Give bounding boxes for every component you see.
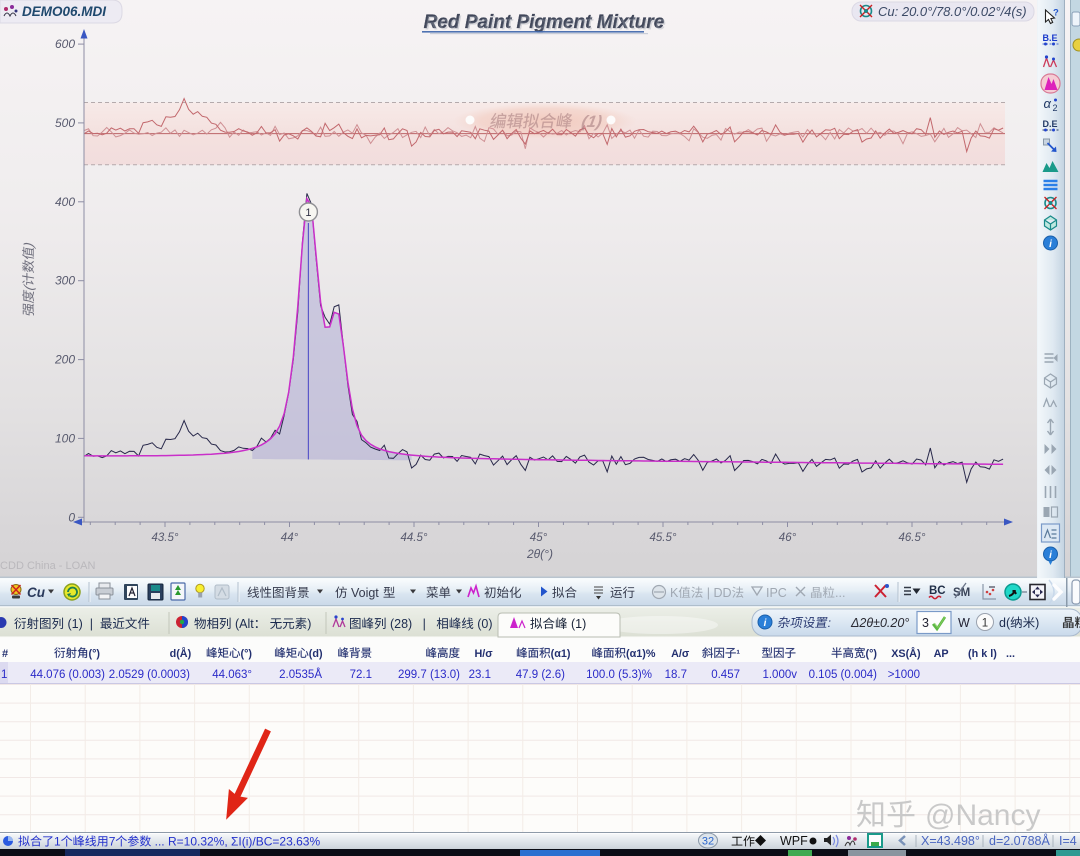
svg-text:H/σ: H/σ (475, 648, 494, 660)
svg-text:45.5°: 45.5° (650, 532, 677, 544)
svg-text:(0): (0) (474, 617, 493, 631)
svg-text:Cu: Cu (27, 585, 46, 600)
svg-text:d(Å): d(Å) (170, 647, 192, 660)
svg-text:46.5°: 46.5° (899, 532, 926, 544)
svg-text:): ) (307, 617, 311, 631)
svg-text:299.7 (13.0): 299.7 (13.0) (398, 669, 460, 681)
svg-text:XS(Å): XS(Å) (891, 647, 921, 660)
svg-text:(1) |: (1) | (64, 617, 100, 631)
svg-text:(Alt: (Alt (232, 617, 255, 631)
svg-text:Cu: 20.0°/78.0°/0.02°/4(s): Cu: 20.0°/78.0°/0.02°/4(s) (878, 4, 1027, 19)
svg-text:500: 500 (55, 116, 75, 130)
svg-text:(°): (°) (866, 648, 878, 660)
svg-text:A/σ: A/σ (671, 648, 690, 660)
svg-text:i: i (1049, 550, 1052, 561)
svg-text:¹: ¹ (736, 648, 740, 660)
svg-text:7: 7 (109, 835, 116, 849)
svg-text:Red Paint Pigment Mixture: Red Paint Pigment Mixture (425, 14, 666, 35)
svg-text:72.1: 72.1 (350, 669, 372, 681)
svg-text:2: 2 (1053, 103, 1058, 113)
svg-text:(α1)%: (α1)% (626, 648, 656, 660)
svg-text:D.E: D.E (1043, 119, 1058, 129)
svg-text:(d): (d) (309, 648, 323, 660)
svg-text:d(: d( (999, 616, 1011, 630)
svg-text:?: ? (1053, 8, 1059, 19)
svg-text:IPC: IPC (766, 586, 787, 600)
svg-text:AP: AP (934, 648, 949, 660)
svg-text:α: α (1044, 96, 1052, 111)
svg-text:1: 1 (54, 835, 61, 849)
svg-text:B.E: B.E (1043, 33, 1058, 43)
svg-text:0.457: 0.457 (711, 669, 740, 681)
svg-text:BC: BC (929, 585, 946, 597)
svg-text:(28) |: (28) | (387, 617, 437, 631)
svg-text:(1): (1) (571, 112, 604, 131)
svg-text:DEMO06.MDI: DEMO06.MDI (22, 4, 106, 19)
svg-text:2θ(°): 2θ(°) (526, 547, 553, 561)
svg-text:| DD: | DD (703, 586, 731, 600)
svg-text:i: i (1049, 239, 1052, 250)
svg-text:1: 1 (305, 207, 311, 219)
svg-text:0.105 (0.004): 0.105 (0.004) (809, 669, 878, 681)
svg-text:44.5°: 44.5° (401, 532, 428, 544)
svg-text:0: 0 (68, 510, 75, 524)
svg-text:(α1): (α1) (551, 648, 571, 660)
svg-text:100: 100 (55, 431, 75, 445)
svg-text:3: 3 (922, 616, 929, 630)
svg-text:47.9 (2.6): 47.9 (2.6) (516, 669, 565, 681)
svg-text:d=2.0788Å: d=2.0788Å (989, 833, 1050, 848)
svg-text:X=43.498°: X=43.498° (921, 834, 980, 848)
svg-text:200: 200 (54, 353, 75, 367)
svg-text:...: ... (1006, 648, 1015, 660)
svg-text:(°): (°) (241, 648, 253, 660)
svg-text:Red Paint Pigment Mixture: Red Paint Pigment Mixture (424, 12, 665, 33)
svg-text::: : (826, 616, 832, 630)
svg-text:45°: 45° (530, 532, 548, 544)
svg-text:W: W (958, 616, 970, 630)
svg-text:2.0529 (0.0003): 2.0529 (0.0003) (109, 669, 190, 681)
svg-text:(: ( (21, 283, 36, 292)
svg-text:46°: 46° (779, 532, 797, 544)
svg-text:#: # (2, 648, 8, 660)
svg-text:Δ2θ±0.20°: Δ2θ±0.20° (850, 616, 909, 630)
svg-text:WPF: WPF (780, 834, 808, 848)
svg-text:44°: 44° (281, 532, 299, 544)
svg-text:600: 600 (55, 37, 75, 51)
svg-text:44.063°: 44.063° (212, 669, 252, 681)
svg-text:SM: SM (953, 587, 970, 599)
svg-text:(°): (°) (89, 648, 101, 660)
svg-text:...: ... (835, 586, 845, 600)
svg-text:44.076 (0.003): 44.076 (0.003) (30, 669, 105, 681)
svg-text:K: K (670, 586, 679, 600)
svg-text:100.0 (5.3)%: 100.0 (5.3)% (586, 669, 652, 681)
svg-text:1.000v: 1.000v (762, 669, 797, 681)
svg-text:... R=10.32%, ΣI(i)/BC=23.63%: ... R=10.32%, ΣI(i)/BC=23.63% (151, 835, 320, 849)
svg-text:400: 400 (55, 195, 75, 209)
svg-text:): ) (21, 241, 36, 250)
svg-text:23.1: 23.1 (469, 669, 491, 681)
svg-text:2.0535Å: 2.0535Å (279, 668, 322, 681)
svg-text:(h k l): (h k l) (968, 648, 997, 660)
svg-text:@Nancy: @Nancy (925, 799, 1041, 832)
svg-text:300: 300 (55, 274, 75, 288)
svg-text:ICDD China - LOAN: ICDD China - LOAN (0, 560, 95, 572)
svg-text:(1): (1) (568, 617, 587, 631)
svg-text:i: i (764, 618, 767, 629)
svg-text:I=4: I=4 (1059, 834, 1077, 848)
svg-text:32: 32 (702, 836, 714, 848)
svg-text:1: 1 (1, 669, 7, 681)
svg-text:): ) (1035, 616, 1039, 630)
svg-text:18.7: 18.7 (665, 669, 687, 681)
svg-text:Voigt: Voigt (348, 586, 383, 600)
svg-text:>1000: >1000 (888, 669, 920, 681)
svg-text:43.5°: 43.5° (152, 532, 179, 544)
svg-text:1: 1 (982, 618, 988, 630)
